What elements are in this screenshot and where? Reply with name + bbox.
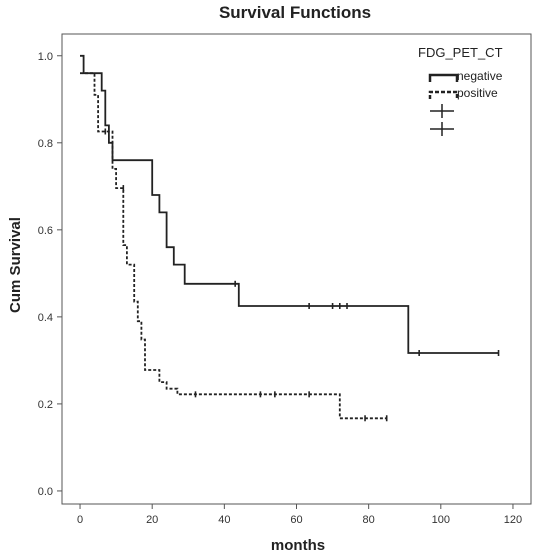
legend-swatch-positive <box>428 90 459 99</box>
legend-label-positive: positive <box>457 86 498 100</box>
x-tick-label: 60 <box>290 514 302 526</box>
y-tick-label: 0.4 <box>38 312 53 324</box>
legend-censor-positive-icon <box>430 122 454 136</box>
x-tick-label: 20 <box>146 514 158 526</box>
y-tick-label: 0.2 <box>38 399 53 411</box>
series-line-positive <box>80 72 387 420</box>
plot-frame <box>61 33 532 505</box>
legend-label-negative: negative <box>457 69 503 83</box>
legend-title: FDG_PET_CT <box>418 45 503 60</box>
series-line-negative <box>80 54 499 354</box>
y-tick-label: 0.8 <box>38 138 53 150</box>
x-tick-label: 40 <box>218 514 230 526</box>
y-tick-label: 0.0 <box>38 486 53 498</box>
y-tick-label: 1.0 <box>38 51 53 63</box>
legend-censor-negative-icon <box>430 104 454 118</box>
y-tick-label: 0.6 <box>38 225 53 237</box>
x-axis-label: months <box>271 537 325 554</box>
chart-title: Survival Functions <box>219 3 371 22</box>
x-tick-label: 100 <box>432 514 450 526</box>
axis-ticks: 0 20 40 60 80 100 120 0.0 0.2 0.4 0.6 0.8 1.0 <box>38 51 522 526</box>
y-axis-label: Cum Survival <box>7 217 24 313</box>
legend: FDG_PET_CT negative positive <box>418 45 503 136</box>
x-tick-label: 0 <box>77 514 83 526</box>
x-tick-label: 80 <box>363 514 375 526</box>
series-layer <box>80 54 500 422</box>
legend-swatch-negative <box>428 73 459 82</box>
x-tick-label: 120 <box>504 514 522 526</box>
